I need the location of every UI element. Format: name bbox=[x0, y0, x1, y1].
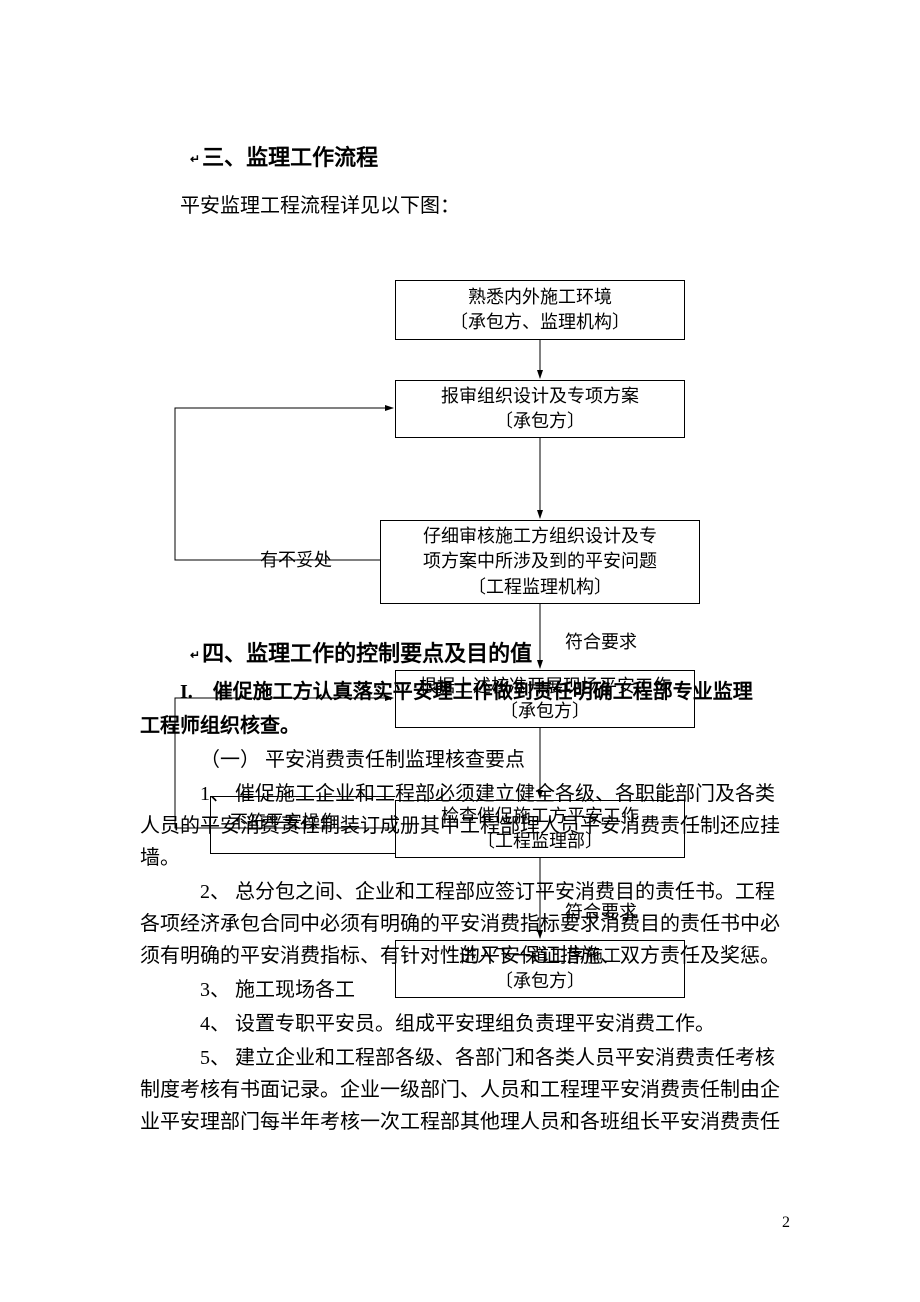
p2-text: 总分包之间、企业和工程部应签订平安消费目的责任书。工程各项经济承包合同中必须有明… bbox=[140, 881, 780, 967]
anchor-icon: ↵ bbox=[190, 152, 200, 166]
item-I-line1: 催促施工方认真落实平安理工作做到责任明确工程部专业监理 bbox=[213, 681, 753, 703]
section-3-intro: 平安监理工程流程详见以下图： bbox=[140, 190, 790, 222]
p5-text: 建立企业和工程部各级、各部门和各类人员平安消费责任考核制度考核有书面记录。企业一… bbox=[140, 1047, 780, 1133]
p3-text: 施工现场各工 bbox=[235, 979, 355, 1001]
p2-prefix: 2、 bbox=[200, 881, 235, 903]
section-3-heading: ↵三、监理工作流程 bbox=[190, 140, 790, 172]
section-4-heading-text: 四、监理工作的控制要点及目的值 bbox=[202, 641, 532, 666]
section-4-heading: ↵四、监理工作的控制要点及目的值 bbox=[190, 636, 790, 668]
anchor-icon-2: ↵ bbox=[190, 648, 200, 662]
p1-text: 催促施工企业和工程部必须建立健全各级、各职能部门及各类人员的平安消费责任制装订成… bbox=[140, 783, 780, 869]
p3-prefix: 3、 bbox=[200, 979, 235, 1001]
p5-prefix: 5、 bbox=[200, 1047, 235, 1069]
section-3-heading-text: 三、监理工作流程 bbox=[202, 145, 378, 170]
item-I-line2: 工程师组织核查。 bbox=[140, 710, 790, 742]
p1-prefix: 1、 bbox=[200, 783, 235, 805]
sub-1-heading: （一） 平安消费责任制监理核查要点 bbox=[200, 744, 790, 776]
item-I-prefix: I. bbox=[180, 681, 213, 703]
page-number: 2 bbox=[782, 1214, 790, 1232]
p4-text: 设置专职平安员。组成平安理组负责理平安消费工作。 bbox=[235, 1013, 715, 1035]
p4-prefix: 4、 bbox=[200, 1013, 235, 1035]
